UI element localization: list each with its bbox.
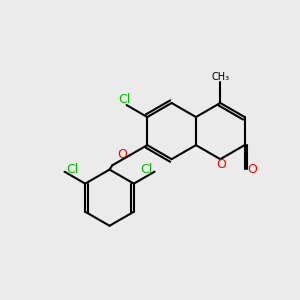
Text: CH₃: CH₃ [212, 71, 230, 82]
Text: Cl: Cl [140, 163, 153, 176]
Text: O: O [216, 158, 226, 171]
Text: O: O [247, 163, 257, 176]
Text: Cl: Cl [118, 93, 130, 106]
Text: O: O [117, 148, 127, 161]
Text: Cl: Cl [67, 163, 79, 176]
